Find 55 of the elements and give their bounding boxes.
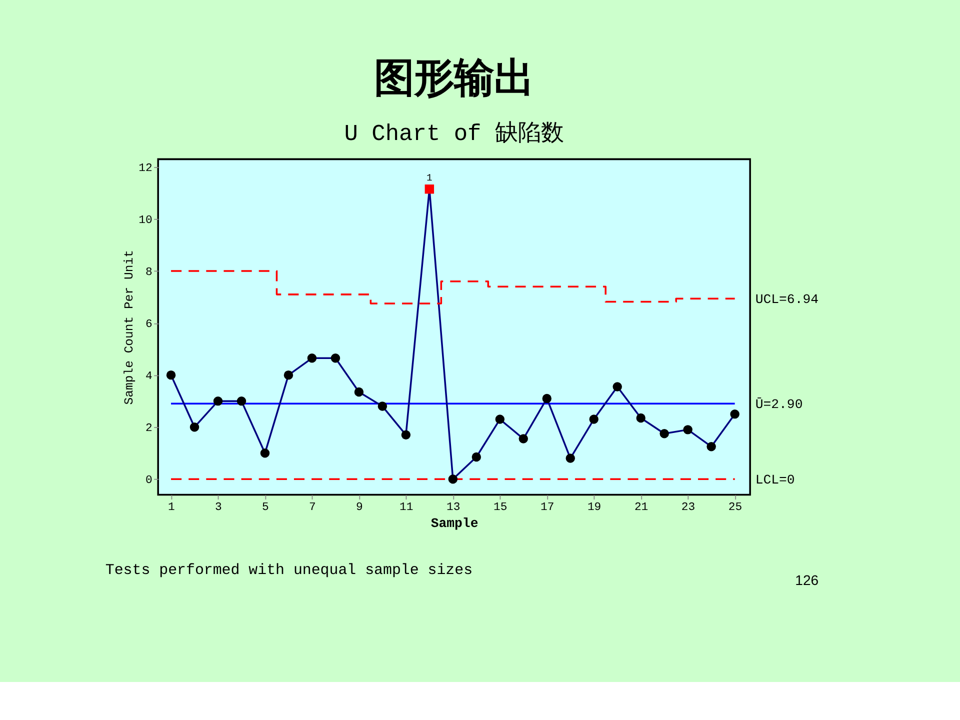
x-axis-title: Sample [430, 516, 478, 531]
ref-line-label: Ū=2.90 [755, 397, 803, 412]
point [354, 387, 364, 397]
point [683, 425, 692, 434]
text: 126 [795, 572, 819, 588]
x-tick-label: 19 [587, 502, 602, 514]
x-tick-label: 17 [540, 502, 554, 514]
point [589, 414, 598, 424]
x-tick-label: 7 [308, 502, 316, 514]
x-tick-label: 9 [356, 502, 363, 514]
point [284, 370, 294, 380]
point [730, 409, 740, 419]
point [166, 370, 176, 380]
x-tick-label: 21 [634, 502, 648, 514]
x-tick-label: 15 [493, 502, 508, 514]
y-tick-label: 8 [146, 266, 153, 279]
x-tick-label: 13 [446, 502, 460, 514]
point [260, 448, 270, 458]
annotation: 1 [426, 172, 433, 184]
point [236, 396, 246, 406]
x-tick-label: 23 [681, 502, 696, 514]
x-tick-label: 11 [400, 502, 414, 514]
y-tick-label: 6 [146, 319, 153, 331]
point [566, 454, 575, 463]
chart-subtitle: U Chart of 缺陷数 [344, 120, 564, 147]
point [612, 382, 622, 392]
point [307, 354, 317, 363]
point [448, 474, 458, 484]
point [213, 396, 223, 406]
x-tick-label: 1 [168, 502, 176, 514]
point [472, 452, 482, 462]
point [495, 414, 505, 424]
chart-title: 图形输出 [374, 54, 534, 102]
x-tick-label: 25 [728, 502, 742, 514]
x-tick-label: 5 [262, 502, 269, 514]
y-tick-label: 12 [138, 162, 153, 175]
y-tick-label: 4 [146, 371, 153, 384]
point [401, 430, 411, 440]
point [542, 394, 552, 404]
y-tick-label: 0 [146, 475, 153, 488]
y-axis-title: Sample Count Per Unit [122, 250, 137, 405]
point [330, 354, 340, 363]
series-label: UCL=6.94 [755, 292, 819, 307]
point [706, 442, 716, 452]
point [378, 402, 388, 411]
point [518, 434, 528, 444]
text: Tests performed with unequal sample sizes [105, 562, 473, 579]
point [190, 422, 200, 432]
x-tick-label: 3 [215, 502, 222, 514]
point [424, 184, 434, 194]
point [660, 428, 669, 438]
point [636, 413, 646, 423]
y-tick-label: 2 [146, 423, 153, 436]
y-tick-label: 10 [138, 214, 153, 227]
ref-line-label: LCL=0 [755, 472, 795, 488]
